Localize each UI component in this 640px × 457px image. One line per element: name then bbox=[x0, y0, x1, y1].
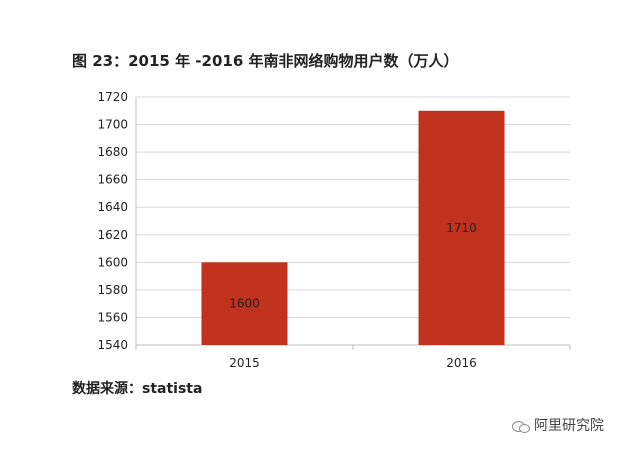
watermark: 阿里研究院 bbox=[512, 415, 604, 435]
watermark-text: 阿里研究院 bbox=[534, 418, 604, 434]
data-label: 1710 bbox=[446, 221, 477, 235]
x-tick-label: 2015 bbox=[229, 356, 260, 370]
bar-2016 bbox=[418, 110, 505, 346]
wechat-icon bbox=[512, 419, 530, 433]
data-label: 1600 bbox=[229, 297, 260, 311]
y-tick-label: 1640 bbox=[97, 200, 128, 214]
x-tick-label: 2016 bbox=[446, 356, 477, 370]
y-tick-label: 1720 bbox=[97, 90, 128, 104]
y-tick-label: 1600 bbox=[97, 255, 128, 269]
y-tick-label: 1700 bbox=[97, 118, 128, 132]
y-tick-label: 1540 bbox=[97, 338, 128, 352]
y-tick-label: 1660 bbox=[97, 173, 128, 187]
y-tick-label: 1560 bbox=[97, 310, 128, 324]
bar-2015 bbox=[201, 262, 288, 345]
y-tick-label: 1620 bbox=[97, 228, 128, 242]
y-tick-label: 1580 bbox=[97, 283, 128, 297]
y-tick-label: 1680 bbox=[97, 145, 128, 159]
chart-title: 图 23：2015 年 -2016 年南非网络购物用户数（万人） bbox=[72, 52, 459, 70]
data-source: 数据来源：statista bbox=[72, 381, 203, 397]
